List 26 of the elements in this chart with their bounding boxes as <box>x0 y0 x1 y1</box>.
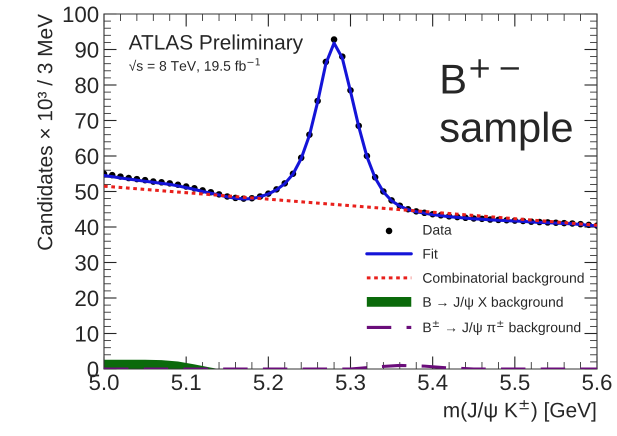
x-tick-label: 5.4 <box>418 374 448 390</box>
x-tick-label: 5.1 <box>172 374 201 390</box>
annotation: √s = 8 TeV, 19.5 fb$^{−1}$ <box>128 58 260 72</box>
legend-label: Combinatorial background <box>423 272 584 286</box>
y-tick-label: 70 <box>76 113 98 129</box>
x-tick-label: 5.3 <box>336 374 365 390</box>
x-tick-label: 5.5 <box>500 374 530 390</box>
y-tick-label: 30 <box>75 255 98 271</box>
y-tick-label: 20 <box>76 290 98 306</box>
legend-label: Data <box>424 225 452 235</box>
y-tick-label: 10 <box>76 326 98 342</box>
y-tick-label: 80 <box>75 78 98 94</box>
y-tick-label: 50 <box>75 184 98 200</box>
y-tick-label: 90 <box>75 42 98 58</box>
x-tick-label: 5.6 <box>582 374 612 390</box>
legend-label: B$^{±}$ → J/ψ π$^{±}$ background <box>424 320 580 336</box>
y-tick-label: 60 <box>76 148 98 164</box>
annotation: ATLAS Preliminary <box>128 34 304 54</box>
x-tick-label: 5.2 <box>254 374 283 390</box>
y-tick-label: 100 <box>64 6 98 22</box>
legend-label: Fit <box>424 248 438 259</box>
y-tick-label: 40 <box>74 220 98 236</box>
x-axis-title: m(J/ψ K$^{±}$) [GeV] <box>444 400 596 422</box>
legend-label: B → J/ψ X background <box>424 296 563 310</box>
y-axis-title: Candidates × 10³ / 3 MeV <box>37 14 52 250</box>
annotation: B$^{+−}$ sample <box>440 59 572 150</box>
